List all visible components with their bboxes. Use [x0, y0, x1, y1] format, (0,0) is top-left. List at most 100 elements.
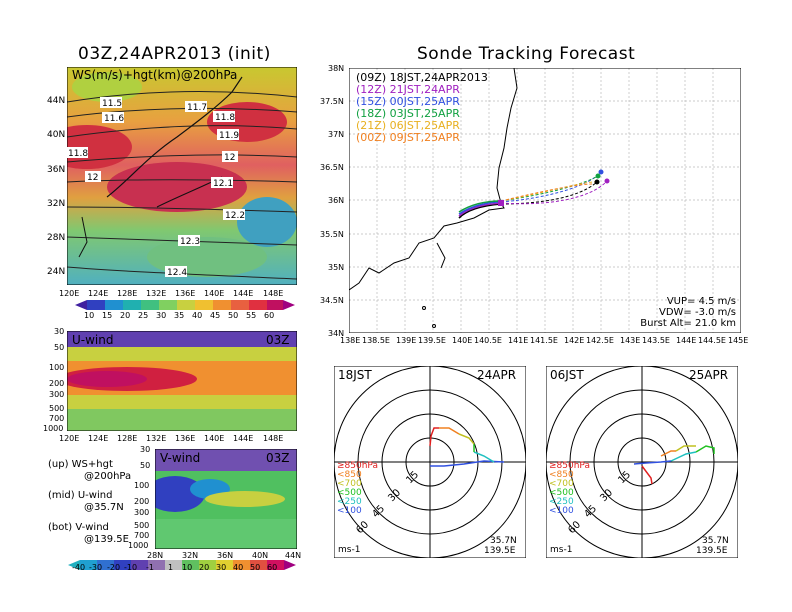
hodo2-lat: 35.7N: [702, 536, 729, 546]
hodo2-time: 06JST: [550, 368, 584, 382]
lon-tick: 148E: [263, 289, 284, 298]
note-bot: (bot) V-wind @139.5E: [48, 522, 129, 545]
lon-tick: 140E: [452, 336, 473, 345]
lon-tick: 139E: [396, 336, 417, 345]
lat-tick: 44N: [47, 96, 66, 106]
legend-entry: (18Z) 03JST,25APR: [356, 107, 460, 120]
lon-tick: 144.5E: [698, 336, 726, 345]
uv-cb-label: -10: [124, 563, 138, 572]
p-tick: 50: [54, 343, 65, 352]
lon-tick: 139.5E: [418, 336, 446, 345]
ws-cb-label: 50: [228, 311, 239, 320]
lon-tick: 132E: [146, 434, 167, 443]
p-tick: 700: [134, 531, 150, 540]
uv-colorbar: [68, 560, 296, 570]
uv-cb-label: 50: [250, 563, 261, 572]
p-tick: 1000: [128, 541, 149, 550]
lat-tick: 36N: [217, 551, 234, 560]
ws-cb-label: 55: [246, 311, 257, 320]
lon-tick: 145E: [728, 336, 749, 345]
hodograph-1: 15 30 45 60: [334, 366, 526, 558]
contour-label: 11.8: [215, 113, 235, 123]
p-tick: 200: [49, 379, 65, 388]
lon-tick: 142E: [564, 336, 585, 345]
lat-tick: 24N: [47, 267, 66, 277]
uv-cb-label: 40: [233, 563, 244, 572]
lon-tick: 124E: [88, 434, 109, 443]
lon-tick: 143.5E: [642, 336, 670, 345]
p-tick: 30: [140, 445, 151, 454]
ws-cb-label: 60: [264, 311, 275, 320]
ws-map: 11.5 11.6 11.7 11.8 11.9 11.8 12 12 12.1…: [67, 67, 297, 285]
contour-label: 11.9: [219, 131, 239, 141]
lon-tick: 140.5E: [474, 336, 502, 345]
lat-tick: 37.5N: [320, 97, 344, 106]
contour-label: 12.3: [180, 237, 200, 247]
lat-tick: 32N: [182, 551, 199, 560]
lon-tick: 143E: [620, 336, 641, 345]
ws-cb-label: 10: [84, 311, 95, 320]
lon-tick: 144E: [676, 336, 697, 345]
p-tick: 300: [49, 390, 65, 399]
p-tick: 500: [134, 521, 150, 530]
lon-tick: 132E: [146, 289, 167, 298]
lat-tick: 44N: [285, 551, 302, 560]
lat-tick: 37N: [328, 130, 345, 139]
lat-tick: 38N: [328, 64, 345, 73]
p-tick: 500: [49, 404, 65, 413]
ws-cb-label: 45: [210, 311, 221, 320]
lat-tick: 28N: [147, 551, 164, 560]
legend-entry: (12Z) 21JST,24APR: [356, 83, 460, 96]
p-tick: 300: [134, 508, 150, 517]
lon-tick: 136E: [175, 434, 196, 443]
contour-label: 12.4: [167, 268, 187, 278]
p-tick: 50: [140, 461, 151, 470]
contour-label: 11.8: [68, 149, 88, 159]
ws-cb-label: 30: [156, 311, 167, 320]
contour-label: 12: [87, 173, 98, 183]
uv-cb-label: -40: [72, 563, 86, 572]
legend-entry: (21Z) 06JST,25APR: [356, 119, 460, 132]
lon-tick: 140E: [204, 434, 225, 443]
p-tick: 100: [134, 481, 150, 490]
lat-tick: 28N: [47, 233, 66, 243]
lon-tick: 128E: [117, 289, 138, 298]
contour-label: 12.1: [213, 179, 233, 189]
lat-tick: 40N: [47, 130, 66, 140]
legend-entry: (09Z) 18JST,24APR2013: [356, 71, 488, 84]
v-wind-label: V-wind: [160, 451, 201, 465]
lat-tick: 35N: [328, 263, 345, 272]
lon-tick: 144E: [233, 289, 254, 298]
p-tick: 30: [54, 327, 65, 336]
ws-cb-label: 35: [174, 311, 185, 320]
v-wind-time: 03Z: [266, 451, 290, 465]
contour-label: 11.7: [187, 103, 207, 113]
hodo1-unit: ms-1: [338, 545, 361, 555]
u-wind-panel: [67, 331, 297, 431]
hodo2-unit: ms-1: [550, 545, 573, 555]
uv-cb-label: 10: [182, 563, 193, 572]
lat-tick: 36N: [328, 196, 345, 205]
hodo1-lat: 35.7N: [490, 536, 517, 546]
track-legend: (09Z) 18JST,24APR2013 (12Z) 21JST,24APR …: [356, 72, 488, 144]
uv-cb-label: 20: [199, 563, 210, 572]
uv-cb-label: -1: [146, 563, 154, 572]
lat-tick: 36N: [47, 165, 66, 175]
lat-tick: 36.5N: [320, 163, 344, 172]
contour-label: 12: [224, 153, 235, 163]
tracking-map: [349, 68, 741, 333]
init-title: 03Z,24APR2013 (init): [78, 44, 271, 64]
ws-cb-label: 20: [120, 311, 131, 320]
lon-tick: 138.5E: [362, 336, 390, 345]
note-up: (up) WS+hgt @200hPa: [48, 459, 132, 482]
hodo1-time: 18JST: [338, 368, 372, 382]
uv-cb-label: 1: [168, 563, 174, 572]
u-wind-time: 03Z: [266, 333, 290, 347]
legend-entry: (15Z) 00JST,25APR: [356, 95, 460, 108]
legend-entry: (00Z) 09JST,25APR: [356, 131, 460, 144]
lon-tick: 141E: [508, 336, 529, 345]
ws-cb-label: 40: [192, 311, 203, 320]
ws-cb-label: 25: [138, 311, 149, 320]
p-tick: 1000: [43, 424, 64, 433]
hodo1-lon: 139.5E: [484, 546, 516, 556]
